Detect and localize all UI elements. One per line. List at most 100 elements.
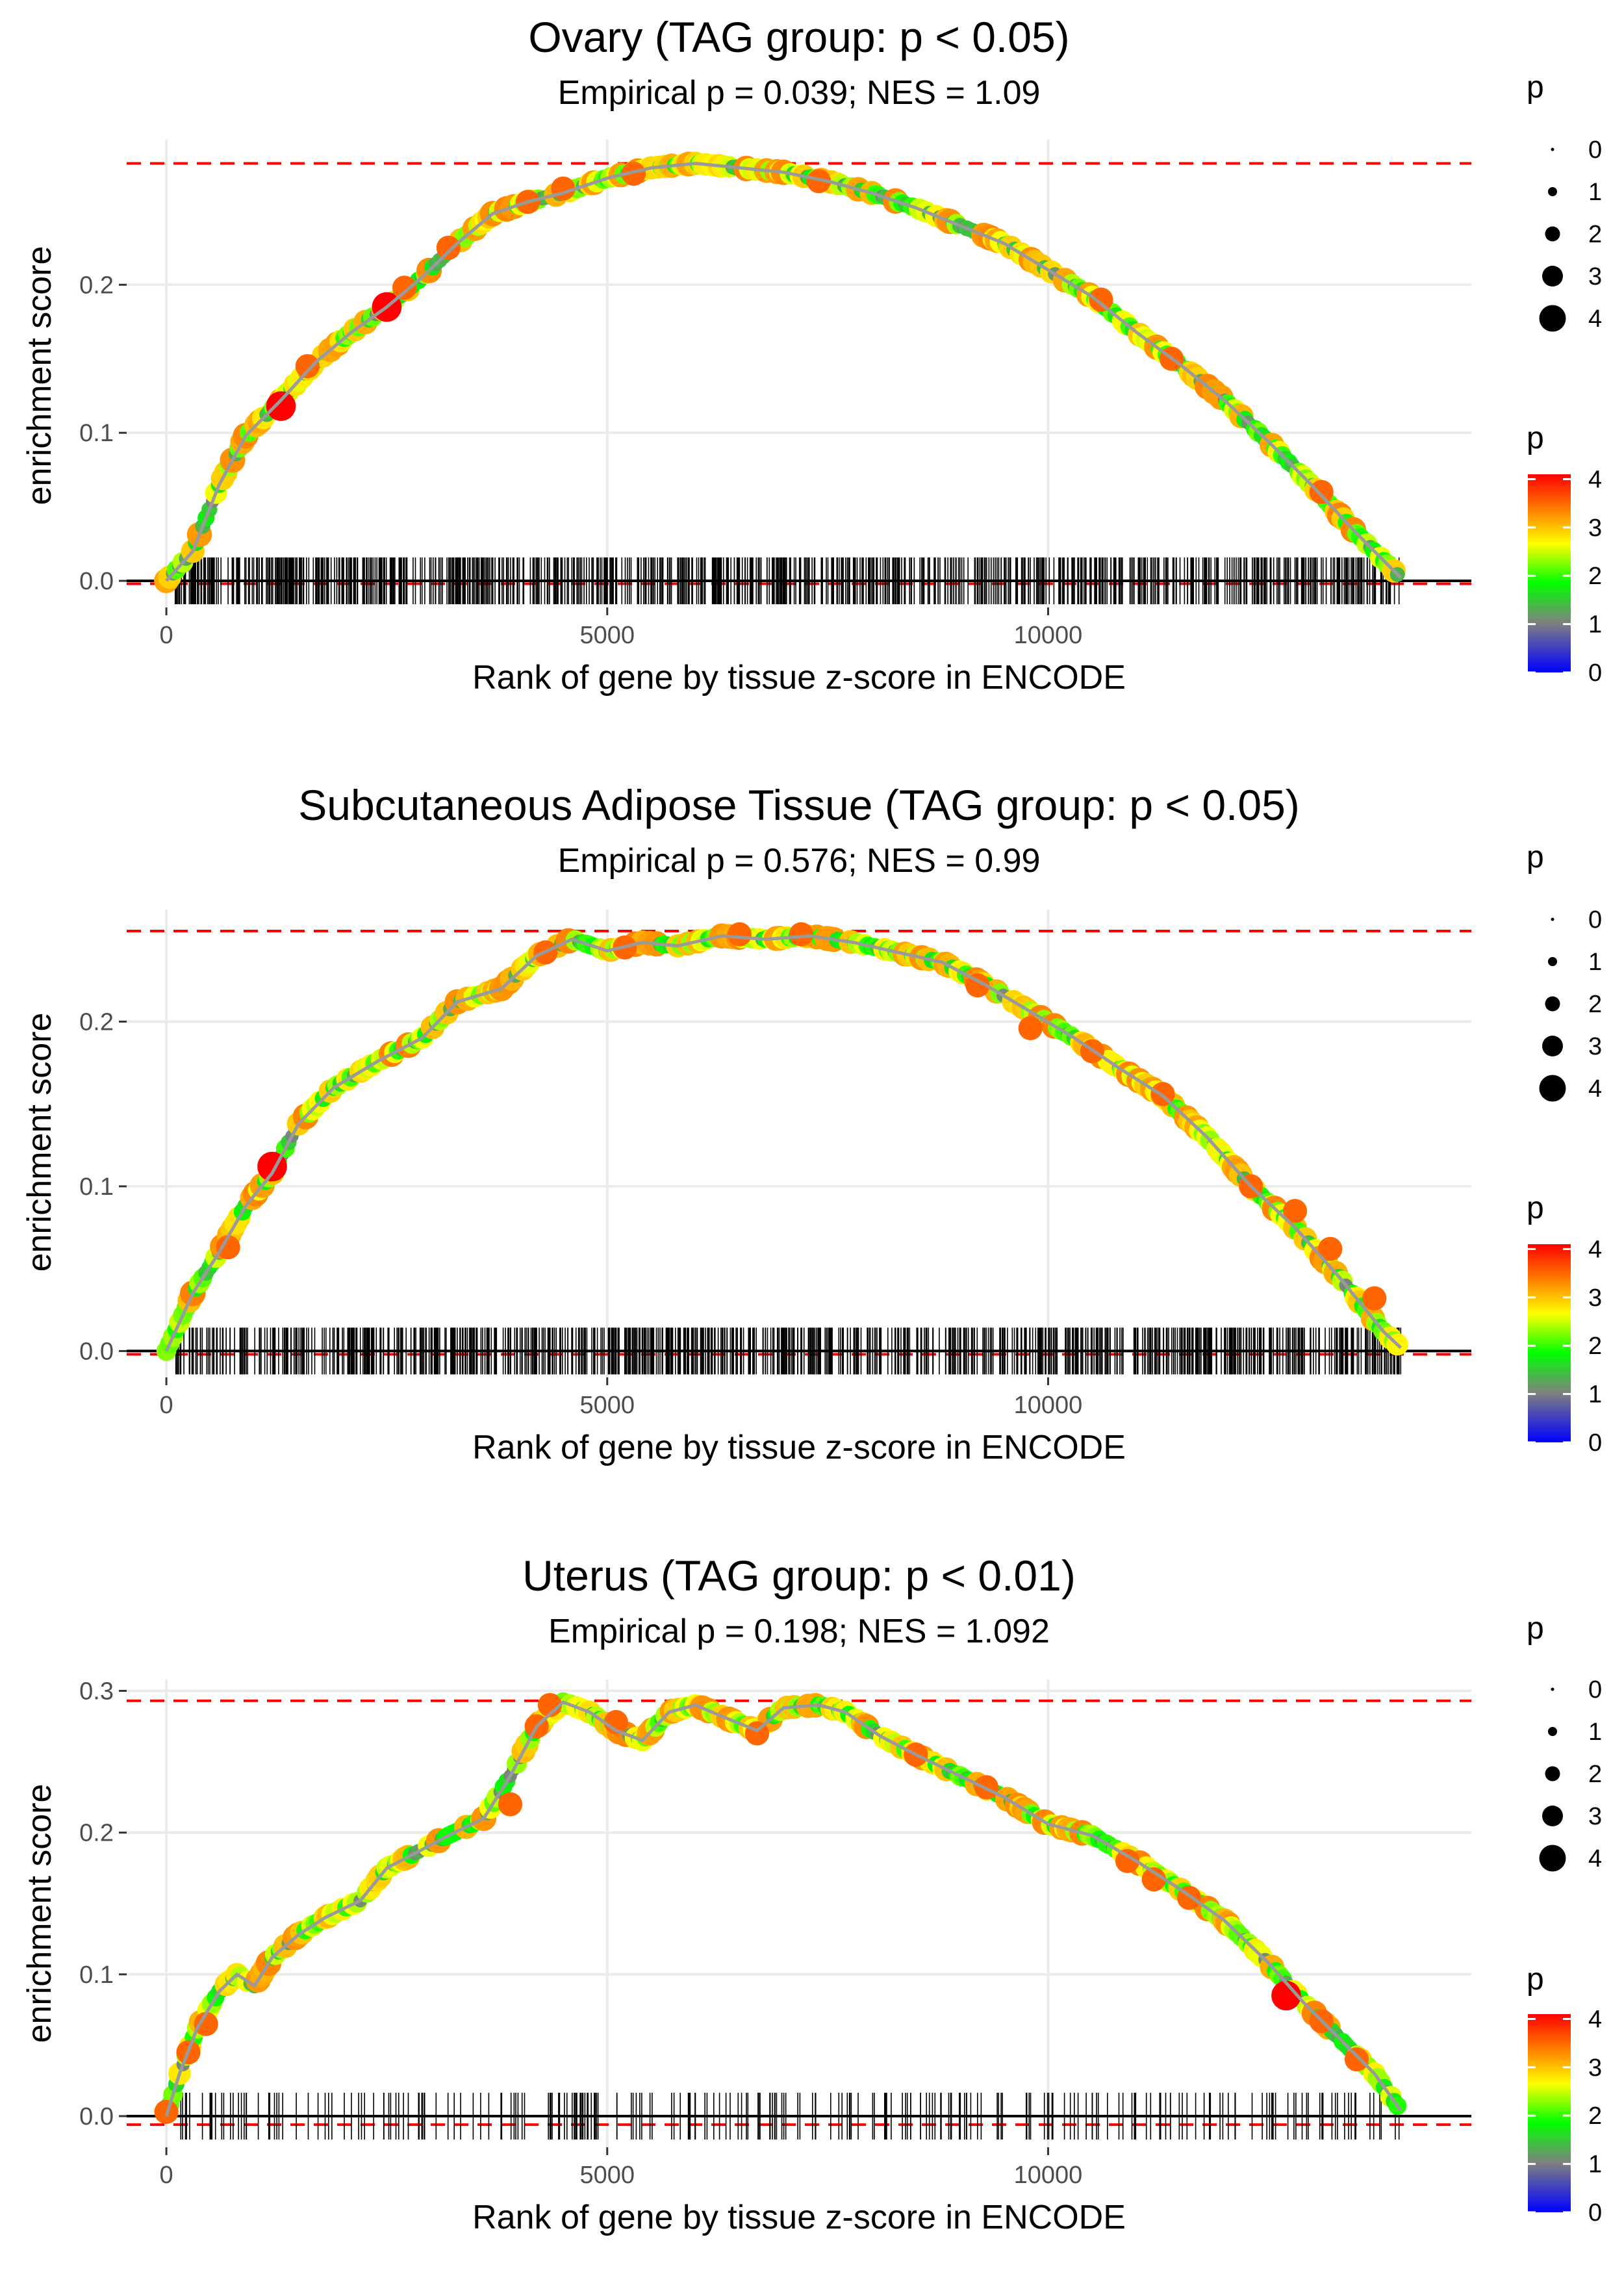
size-legend-label: 1: [1588, 949, 1602, 976]
size-legend-label: 0: [1588, 1676, 1602, 1704]
color-legend-label: 1: [1588, 611, 1602, 639]
color-legend-label: 4: [1588, 1236, 1602, 1263]
size-legend-label: 2: [1588, 991, 1602, 1018]
y-tick-label: 0.2: [79, 1820, 114, 1847]
es-point-highlight: [1309, 479, 1334, 504]
y-tick-label: 0.1: [79, 1173, 114, 1201]
size-legend-label: 4: [1588, 1075, 1602, 1103]
color-legend-label: 0: [1588, 1429, 1602, 1457]
panel-title: Ovary (TAG group: p < 0.05): [528, 13, 1069, 61]
size-legend-label: 0: [1588, 906, 1602, 934]
x-axis-title: Rank of gene by tissue z-score in ENCODE: [472, 2199, 1126, 2236]
es-curve: [164, 1700, 1402, 2117]
size-legend-label: 1: [1588, 179, 1602, 206]
es-point-highlight: [436, 235, 461, 260]
y-tick-label: 0.0: [79, 1338, 114, 1365]
plot-area: 0.0 0.1 0.2 0.3 0 5000 10000: [79, 1678, 1471, 2189]
panel-ovary: Ovary (TAG group: p < 0.05) Empirical p …: [21, 13, 1602, 696]
color-legend: 0 1 2 3 4: [1528, 1236, 1602, 1457]
color-legend-title: p: [1527, 1962, 1544, 1997]
x-tick-label: 5000: [579, 2162, 635, 2189]
es-point-highlight: [216, 1235, 240, 1260]
size-legend: 0 1 2 3 4: [1539, 906, 1602, 1103]
size-legend-label: 4: [1588, 1845, 1602, 1872]
y-tick-label: 0.2: [79, 272, 114, 299]
y-tick-label: 0.0: [79, 2103, 114, 2130]
es-point-highlight: [392, 275, 417, 300]
color-legend: 0 1 2 3 4: [1528, 2006, 1602, 2227]
size-legend-dot: [1539, 1845, 1566, 1872]
es-points: [154, 151, 1406, 593]
es-point-highlight: [1282, 1199, 1308, 1223]
size-legend-label: 0: [1588, 136, 1602, 164]
y-tick-label: 0.1: [79, 420, 114, 447]
x-tick-label: 10000: [1014, 1392, 1083, 1419]
color-legend: 0 1 2 3 4: [1528, 466, 1602, 687]
color-legend-label: 2: [1588, 1333, 1602, 1360]
panel-uterus: Uterus (TAG group: p < 0.01) Empirical p…: [21, 1552, 1602, 2236]
es-point-highlight: [1271, 1980, 1301, 2011]
color-legend-label: 4: [1588, 466, 1602, 493]
x-tick-label: 5000: [579, 622, 635, 649]
es-curve: [164, 934, 1402, 1352]
panel-subtitle: Empirical p = 0.198; NES = 1.092: [548, 1613, 1050, 1650]
size-legend-dot: [1548, 957, 1557, 966]
color-legend-bar: [1528, 1244, 1571, 1442]
color-legend-label: 4: [1588, 2006, 1602, 2033]
x-tick-label: 10000: [1014, 622, 1083, 649]
size-legend-dot: [1551, 147, 1554, 151]
size-legend-label: 2: [1588, 221, 1602, 248]
es-point-highlight: [1115, 1848, 1140, 1873]
size-legend-title: p: [1527, 1611, 1544, 1646]
color-legend-label: 1: [1588, 2151, 1602, 2178]
size-legend-dot: [1542, 266, 1563, 287]
y-tick-label: 0.2: [79, 1008, 114, 1036]
es-point-highlight: [537, 1693, 563, 1717]
es-point-highlight: [266, 391, 296, 421]
x-tick-label: 0: [160, 1392, 173, 1419]
x-axis-title: Rank of gene by tissue z-score in ENCODE: [472, 1429, 1126, 1466]
es-point-highlight: [1018, 1016, 1043, 1041]
size-legend-title: p: [1527, 70, 1544, 105]
es-points: [156, 922, 1409, 1361]
panel-subcutaneous-adipose: Subcutaneous Adipose Tissue (TAG group: …: [21, 781, 1602, 1466]
y-axis-title: enrichment score: [21, 1784, 58, 2043]
es-point-highlight: [727, 922, 752, 947]
color-legend-label: 3: [1588, 515, 1602, 542]
size-legend-dot: [1551, 917, 1554, 921]
size-legend-dot: [1542, 1806, 1563, 1826]
es-point-highlight: [1089, 287, 1113, 312]
size-legend-title: p: [1527, 840, 1544, 875]
size-legend: 0 1 2 3 4: [1539, 1676, 1602, 1872]
color-legend-title: p: [1527, 1191, 1544, 1225]
size-legend-dot: [1545, 996, 1560, 1012]
y-tick-label: 0.0: [79, 568, 114, 595]
color-legend-label: 2: [1588, 563, 1602, 590]
y-tick-label: 0.3: [79, 1678, 114, 1705]
es-point-highlight: [295, 354, 320, 379]
color-legend-label: 1: [1588, 1381, 1602, 1409]
es-point-highlight: [194, 2012, 218, 2036]
es-point-highlight: [1318, 1236, 1343, 1261]
es-point-highlight: [1362, 1286, 1387, 1310]
size-legend-label: 2: [1588, 1761, 1602, 1788]
x-axis-title: Rank of gene by tissue z-score in ENCODE: [472, 659, 1126, 696]
y-axis-title: enrichment score: [21, 246, 58, 505]
size-legend: 0 1 2 3 4: [1539, 136, 1602, 333]
color-legend-bar: [1528, 2014, 1571, 2212]
size-legend-label: 1: [1588, 1718, 1602, 1746]
size-legend-dot: [1548, 187, 1557, 196]
size-legend-dot: [1539, 305, 1566, 332]
x-tick-label: 5000: [579, 1392, 635, 1419]
x-tick-label: 0: [160, 622, 173, 649]
plot-area: 0.0 0.1 0.2 0 5000 10000: [79, 140, 1471, 649]
plot-area: 0.0 0.1 0.2 0 5000 10000: [79, 910, 1471, 1419]
es-point-highlight: [1141, 1867, 1166, 1892]
size-legend-label: 4: [1588, 305, 1602, 333]
size-legend-dot: [1551, 1687, 1554, 1691]
color-legend-bar: [1528, 474, 1571, 672]
size-legend-dot: [1545, 226, 1560, 242]
color-legend-label: 3: [1588, 2054, 1602, 2082]
es-point-highlight: [498, 1792, 523, 1817]
